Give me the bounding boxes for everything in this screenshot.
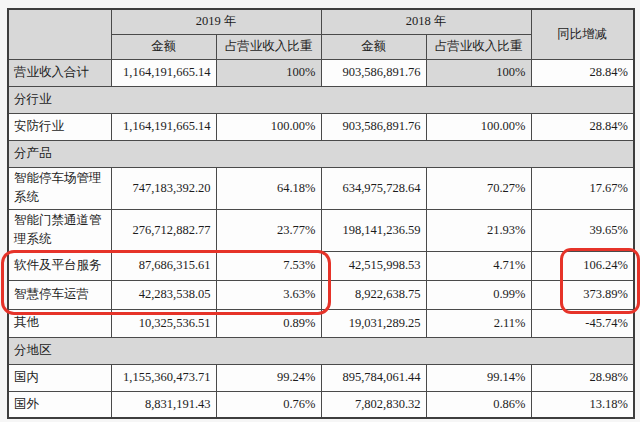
row-label: 智能停车场管理系统 <box>8 167 111 209</box>
row-label: 营业收入合计 <box>8 59 111 86</box>
pct-2019: 0.89% <box>216 309 321 337</box>
section-row-by-region: 分地区 <box>8 337 634 364</box>
table-row-software-platform-services: 软件及平台服务 87,686,315.61 7.53% 42,515,998.5… <box>8 251 634 280</box>
table-row-total-revenue: 营业收入合计 1,164,191,665.14 100% 903,586,891… <box>8 59 634 86</box>
pct-2019: 0.76% <box>216 391 321 418</box>
pct-2018: 2.11% <box>426 309 531 337</box>
pct-2018: 21.93% <box>426 209 531 251</box>
year-2018-header: 2018 年 <box>321 9 531 34</box>
amount-2019: 276,712,882.77 <box>111 209 216 251</box>
yoy-value: 28.98% <box>531 364 634 391</box>
row-label: 国外 <box>8 391 111 418</box>
table-row-others: 其他 10,325,536.51 0.89% 19,031,289.25 2.1… <box>8 309 634 337</box>
amount-2018-header: 金额 <box>321 34 426 59</box>
row-label: 软件及平台服务 <box>8 251 111 280</box>
amount-2018: 19,031,289.25 <box>321 309 426 337</box>
yoy-header: 同比增减 <box>531 9 634 59</box>
amount-2018: 42,515,998.53 <box>321 251 426 280</box>
yoy-value: 373.89% <box>531 280 634 309</box>
amount-2019: 1,164,191,665.14 <box>111 59 216 86</box>
amount-2019-header: 金额 <box>111 34 216 59</box>
row-label: 智能门禁通道管理系统 <box>8 209 111 251</box>
yoy-value: 13.18% <box>531 391 634 418</box>
yoy-value: 28.84% <box>531 113 634 140</box>
amount-2018: 198,141,236.59 <box>321 209 426 251</box>
pct-2018: 4.71% <box>426 251 531 280</box>
table-row-overseas: 国外 8,831,191.43 0.76% 7,802,830.32 0.86%… <box>8 391 634 418</box>
revenue-breakdown-table: 2019 年 2018 年 同比增减 金额 占营业收入比重 金额 占营业收入比重… <box>7 8 635 419</box>
row-label: 国内 <box>8 364 111 391</box>
pct-2019: 100% <box>216 59 321 86</box>
year-2019-header: 2019 年 <box>111 9 321 34</box>
table-row-domestic: 国内 1,155,360,473.71 99.24% 895,784,061.4… <box>8 364 634 391</box>
amount-2019: 8,831,191.43 <box>111 391 216 418</box>
yoy-value: 17.67% <box>531 167 634 209</box>
amount-2018: 8,922,638.75 <box>321 280 426 309</box>
row-label: 智慧停车运营 <box>8 280 111 309</box>
amount-2019: 1,155,360,473.71 <box>111 364 216 391</box>
corner-cell <box>8 9 111 59</box>
yoy-value: -45.74% <box>531 309 634 337</box>
table-row-access-control-system: 智能门禁通道管理系统 276,712,882.77 23.77% 198,141… <box>8 209 634 251</box>
pct-2018: 0.99% <box>426 280 531 309</box>
row-label: 安防行业 <box>8 113 111 140</box>
table-row-smart-parking-system: 智能停车场管理系统 747,183,392.20 64.18% 634,975,… <box>8 167 634 209</box>
amount-2018: 7,802,830.32 <box>321 391 426 418</box>
table-row-security-industry: 安防行业 1,164,191,665.14 100.00% 903,586,89… <box>8 113 634 140</box>
amount-2018: 903,586,891.76 <box>321 59 426 86</box>
amount-2019: 1,164,191,665.14 <box>111 113 216 140</box>
yoy-value: 106.24% <box>531 251 634 280</box>
pct-2018: 100% <box>426 59 531 86</box>
row-label: 其他 <box>8 309 111 337</box>
section-header: 分行业 <box>8 86 634 113</box>
pct-2019: 7.53% <box>216 251 321 280</box>
pct-2019: 64.18% <box>216 167 321 209</box>
pct-2018: 100.00% <box>426 113 531 140</box>
amount-2018: 903,586,891.76 <box>321 113 426 140</box>
amount-2019: 747,183,392.20 <box>111 167 216 209</box>
amount-2019: 87,686,315.61 <box>111 251 216 280</box>
pct-2018-header: 占营业收入比重 <box>426 34 531 59</box>
pct-2019: 3.63% <box>216 280 321 309</box>
amount-2019: 10,325,536.51 <box>111 309 216 337</box>
section-row-by-industry: 分行业 <box>8 86 634 113</box>
document-page: 2019 年 2018 年 同比增减 金额 占营业收入比重 金额 占营业收入比重… <box>0 0 640 422</box>
pct-2019: 100.00% <box>216 113 321 140</box>
amount-2018: 895,784,061.44 <box>321 364 426 391</box>
pct-2018: 99.14% <box>426 364 531 391</box>
pct-2019: 99.24% <box>216 364 321 391</box>
pct-2019: 23.77% <box>216 209 321 251</box>
yoy-value: 39.65% <box>531 209 634 251</box>
amount-2019: 42,283,538.05 <box>111 280 216 309</box>
section-header: 分产品 <box>8 140 634 167</box>
header-row-years: 2019 年 2018 年 同比增减 <box>8 9 634 34</box>
section-row-by-product: 分产品 <box>8 140 634 167</box>
pct-2018: 70.27% <box>426 167 531 209</box>
table-row-smart-parking-operation: 智慧停车运营 42,283,538.05 3.63% 8,922,638.75 … <box>8 280 634 309</box>
yoy-value: 28.84% <box>531 59 634 86</box>
section-header: 分地区 <box>8 337 634 364</box>
amount-2018: 634,975,728.64 <box>321 167 426 209</box>
pct-2019-header: 占营业收入比重 <box>216 34 321 59</box>
pct-2018: 0.86% <box>426 391 531 418</box>
